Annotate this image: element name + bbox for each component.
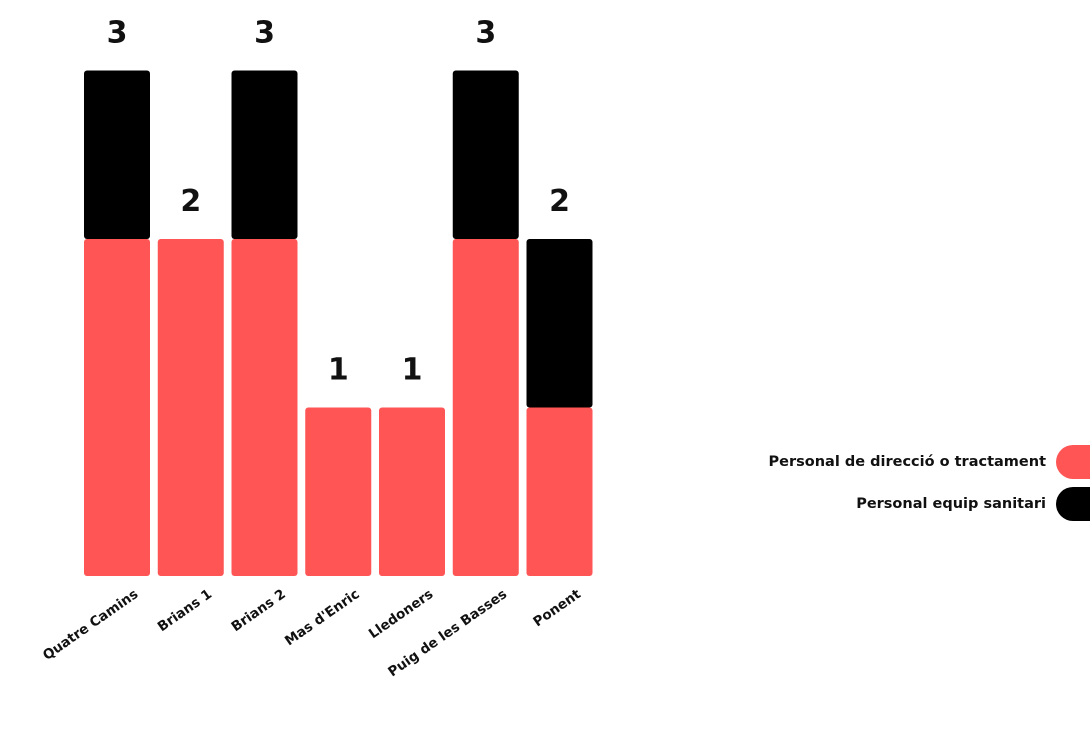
bar-quatre-camins-series-0 bbox=[84, 239, 150, 576]
legend-item-sanitari: Personal equip sanitari bbox=[630, 486, 1090, 522]
total-label-brians-1: 2 bbox=[180, 184, 201, 219]
bar-puig-de-les-basses-series-0 bbox=[452, 239, 519, 576]
total-label-ponent: 2 bbox=[549, 184, 570, 219]
legend-item-direccio: Personal de direcció o tractament bbox=[630, 444, 1090, 480]
bar-brians-2-series-0 bbox=[231, 239, 298, 576]
bar-ponent-series-0 bbox=[526, 407, 593, 576]
x-tick-label-lledoners: Lledoners bbox=[366, 586, 436, 642]
bar-ponent-series-1 bbox=[526, 239, 593, 408]
x-tick-label-ponent: Ponent bbox=[530, 586, 584, 630]
legend-label-sanitari: Personal equip sanitari bbox=[856, 496, 1046, 512]
legend-swatch-sanitari bbox=[1056, 487, 1090, 521]
total-label-mas-d-enric: 1 bbox=[328, 353, 349, 388]
x-tick-label-quatre-camins: Quatre Camins bbox=[40, 586, 141, 664]
x-tick-label-puig-de-les-basses: Puig de les Basses bbox=[385, 586, 510, 680]
legend-label-direccio: Personal de direcció o tractament bbox=[768, 454, 1046, 470]
total-label-quatre-camins: 3 bbox=[107, 16, 128, 51]
total-label-brians-2: 3 bbox=[254, 16, 275, 51]
bar-quatre-camins-series-1 bbox=[84, 70, 150, 239]
legend-swatch-direccio bbox=[1056, 445, 1090, 479]
bar-mas-d-enric-series-0 bbox=[305, 407, 372, 576]
total-label-puig-de-les-basses: 3 bbox=[475, 16, 496, 51]
bar-lledoners-series-0 bbox=[379, 407, 445, 576]
bar-puig-de-les-basses-series-1 bbox=[452, 70, 519, 239]
x-tick-label-mas-d-enric: Mas d'Enric bbox=[282, 586, 363, 649]
bar-brians-2-series-1 bbox=[231, 70, 298, 239]
legend: Personal de direcció o tractament Person… bbox=[630, 444, 1090, 528]
x-tick-label-brians-1: Brians 1 bbox=[155, 586, 215, 635]
total-labels-group: 3 2 3 1 1 3 2 bbox=[107, 16, 570, 388]
bars-group bbox=[84, 70, 593, 576]
bar-brians-1-series-0 bbox=[157, 239, 224, 576]
total-label-lledoners: 1 bbox=[402, 353, 423, 388]
x-tick-label-brians-2: Brians 2 bbox=[228, 586, 288, 635]
